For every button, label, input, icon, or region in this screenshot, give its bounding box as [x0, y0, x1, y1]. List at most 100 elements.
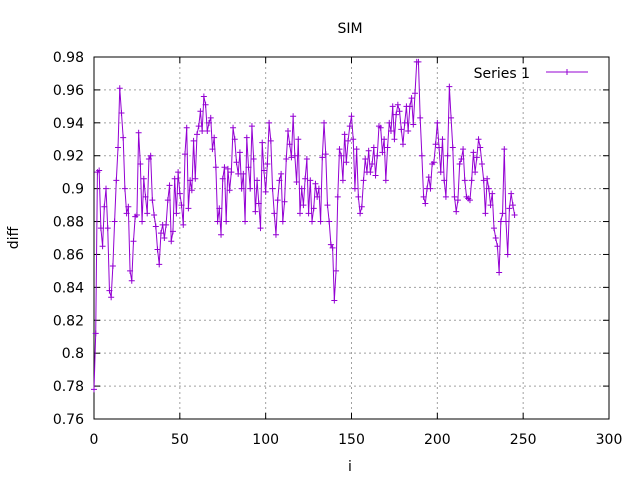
data-point — [338, 152, 345, 159]
data-point — [233, 159, 240, 166]
y-tick-label: 0.84 — [53, 280, 84, 296]
data-point — [497, 218, 504, 225]
data-point — [362, 156, 369, 163]
data-point — [295, 136, 302, 143]
data-point — [343, 159, 350, 166]
data-point — [336, 146, 343, 153]
data-point — [199, 128, 206, 135]
data-point — [420, 193, 427, 200]
data-point — [412, 90, 419, 97]
data-point — [293, 179, 300, 186]
data-point — [300, 202, 307, 209]
data-point — [139, 218, 146, 225]
data-point — [197, 108, 204, 115]
data-point — [374, 152, 381, 159]
data-point — [288, 154, 295, 161]
y-tick-label: 0.76 — [53, 412, 84, 428]
data-point — [400, 141, 406, 148]
data-point — [209, 146, 216, 153]
data-point — [267, 137, 274, 144]
data-point — [377, 124, 384, 131]
data-point — [219, 175, 226, 182]
data-point — [458, 156, 465, 163]
y-tick-label: 0.88 — [53, 215, 84, 231]
data-point — [369, 160, 376, 167]
data-point — [297, 210, 303, 217]
data-point — [393, 111, 400, 118]
data-point — [314, 193, 321, 200]
data-point — [164, 197, 171, 204]
data-point — [357, 210, 364, 217]
x-tick-label: 200 — [424, 432, 451, 448]
data-point — [466, 197, 473, 204]
data-point — [484, 175, 491, 182]
data-point — [509, 202, 516, 209]
data-point — [417, 114, 424, 121]
data-point — [353, 146, 360, 153]
data-point — [108, 294, 115, 301]
data-point — [168, 238, 175, 245]
y-tick-label: 0.86 — [53, 247, 84, 263]
data-point — [355, 193, 362, 200]
data-point — [365, 147, 372, 154]
data-point — [496, 269, 503, 276]
data-point — [341, 131, 348, 138]
x-tick-label: 150 — [338, 432, 365, 448]
data-point — [425, 174, 432, 181]
data-point — [358, 203, 365, 210]
data-point — [381, 136, 388, 143]
data-point — [317, 218, 324, 225]
data-point — [511, 211, 518, 218]
data-point — [245, 164, 252, 171]
data-point — [194, 131, 200, 138]
data-point — [180, 221, 187, 228]
y-axis-label: diff — [6, 226, 22, 249]
legend: Series 1 — [474, 66, 588, 82]
data-point — [310, 205, 317, 212]
data-point — [324, 202, 331, 209]
data-point — [183, 124, 190, 131]
data-point — [231, 136, 238, 143]
y-tick-label: 0.9 — [62, 182, 84, 198]
data-point — [501, 146, 508, 153]
data-point — [274, 197, 281, 204]
data-point — [192, 175, 199, 182]
y-tick-label: 0.98 — [53, 50, 84, 66]
data-point — [118, 109, 125, 116]
data-point — [387, 128, 394, 135]
data-point — [415, 58, 422, 65]
data-point — [436, 144, 443, 151]
data-point — [329, 244, 336, 251]
data-point — [315, 185, 322, 192]
data-point — [284, 128, 291, 135]
data-point — [120, 134, 127, 141]
data-point — [248, 123, 255, 130]
data-point — [494, 243, 501, 250]
data-point — [115, 144, 122, 151]
data-point — [449, 144, 456, 151]
data-point — [264, 160, 271, 167]
data-point — [137, 160, 144, 167]
data-point — [223, 218, 230, 225]
chart-title: SIM — [337, 21, 362, 37]
legend-marker-plus — [564, 69, 570, 75]
data-point — [468, 177, 475, 184]
x-axis-label: i — [348, 459, 352, 475]
data-point — [442, 193, 449, 200]
data-point — [109, 262, 116, 269]
data-point — [281, 198, 288, 205]
data-point — [96, 167, 103, 174]
data-point — [97, 225, 104, 232]
data-point — [448, 114, 455, 121]
data-point — [92, 330, 99, 337]
data-point — [190, 137, 197, 144]
data-point — [405, 128, 412, 135]
data-point — [260, 167, 267, 174]
y-tick-label: 0.94 — [53, 116, 84, 132]
data-point — [351, 185, 358, 192]
data-point — [396, 108, 403, 115]
data-point — [492, 235, 499, 241]
data-point — [250, 156, 257, 163]
data-point — [384, 144, 391, 151]
data-point — [398, 126, 405, 133]
